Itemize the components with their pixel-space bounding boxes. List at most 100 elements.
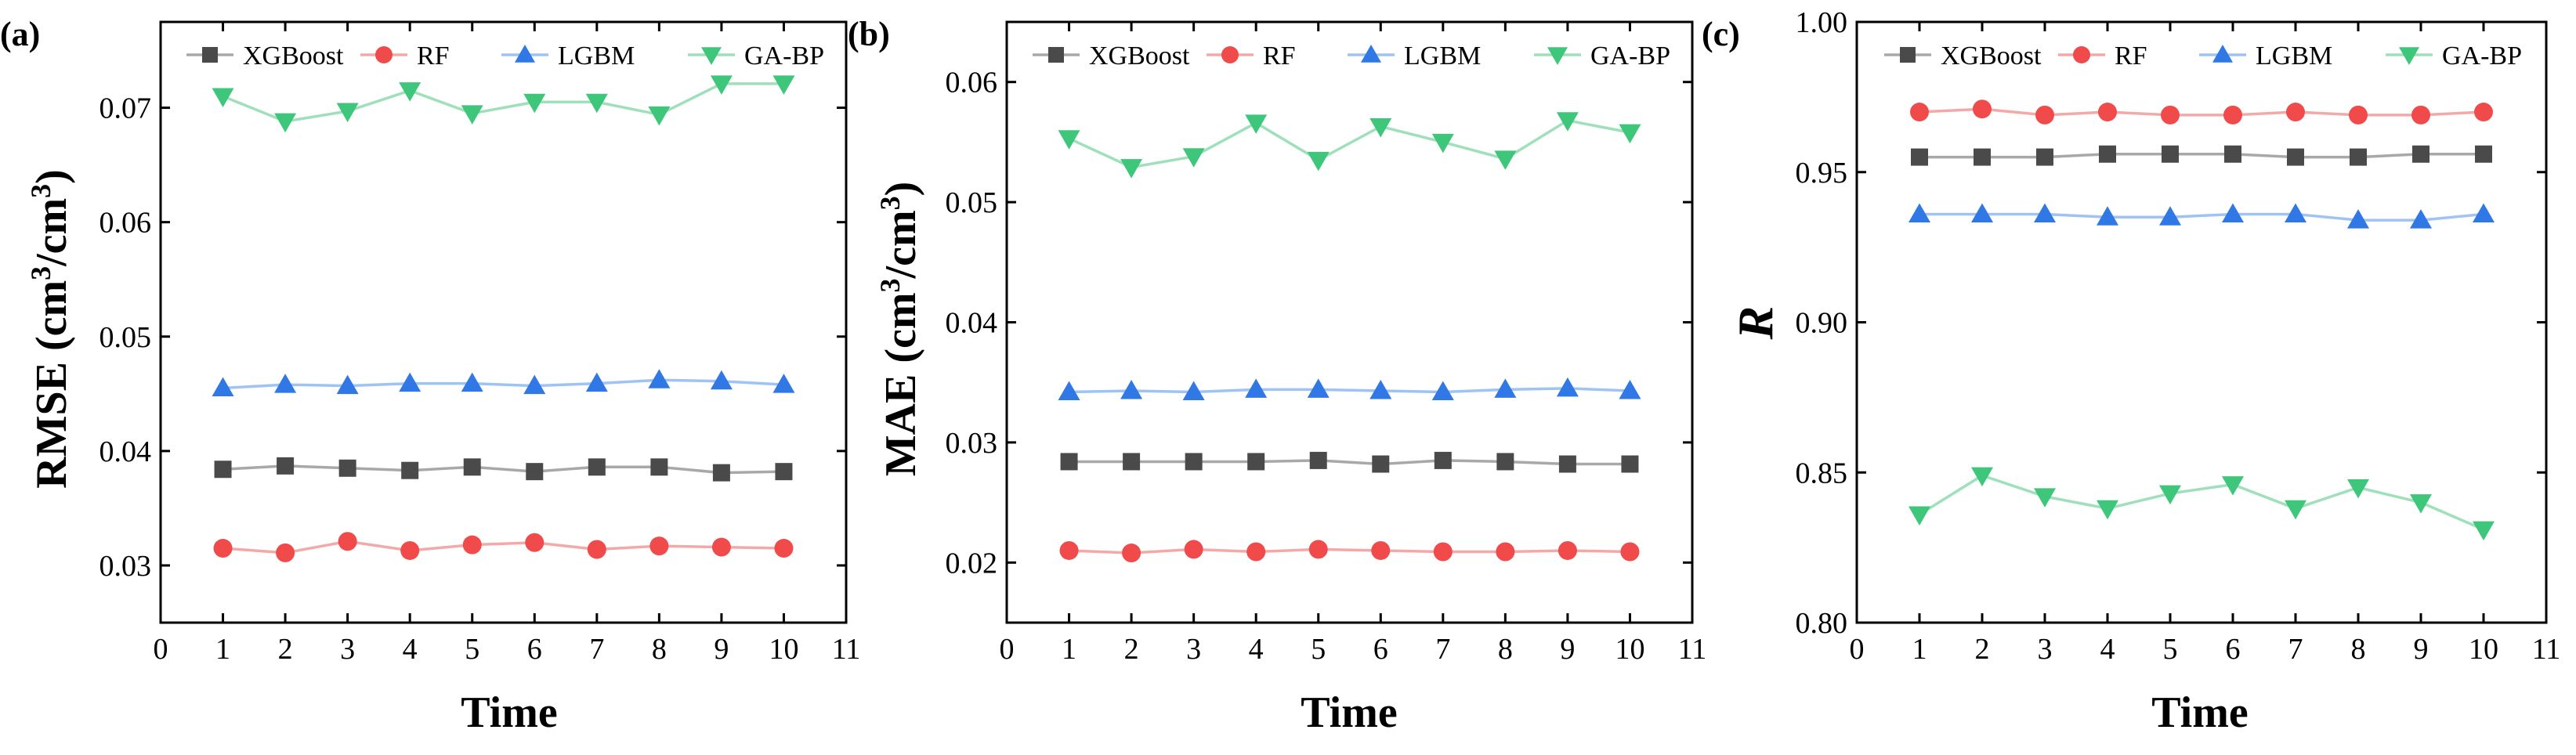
x-tick-label-a: 2 [278,633,293,666]
series-line-ga-bp-a [222,82,784,123]
data-point-rf-c [2161,105,2180,125]
y-tick-label-a: 0.04 [99,435,152,468]
y-axis-title-a-sup2: 3 [25,184,56,198]
x-tick-label-c: 3 [2038,633,2053,666]
x-tick-label-b: 8 [1498,633,1513,666]
data-point-xgboost-a [401,461,419,479]
panel-b: (b) MAE (cm3/cm3) Time 0 1 2 3 4 5 6 7 8 9 10 110.0… [848,15,1706,737]
data-point-lgbm-b [1431,381,1454,400]
legend-marker-ga-bp [1547,47,1568,65]
data-point-xgboost-b [1309,451,1327,469]
data-point-xgboost-a [463,458,481,476]
data-point-xgboost-b [1185,453,1203,471]
series-lgbm-c [1908,203,2495,229]
x-tick-label-b: 0 [1000,633,1015,666]
data-point-ga-bp-b [1431,133,1454,154]
series-line-rf-b [1069,547,1630,555]
plot-frame-a [159,20,848,624]
data-point-lgbm-c [2222,203,2244,222]
series-line-ga-bp-c [1919,474,2484,531]
legend-label-ga-bp: GA-BP [1590,42,1670,70]
data-point-xgboost-a [526,463,544,481]
panel-a: (a) RMSE (cm3/cm3) Time 0 1 2 3 4 5 6 7 8 9 10 110.… [0,15,860,737]
y-axis-title-b-mid: /cm [877,210,925,279]
x-tick-label-a: 7 [589,633,604,666]
data-point-lgbm-b [1494,378,1517,398]
data-point-rf-c [2098,103,2117,122]
y-tick-label-c: 1.00 [1796,6,1848,39]
data-point-ga-bp-b [1494,150,1517,170]
data-point-lgbm-a [710,370,733,390]
data-point-ga-bp-c [2097,500,2118,520]
x-tick-label-a: 0 [154,633,168,666]
legend-label-lgbm: LGBM [558,42,635,70]
data-point-lgbm-c [2473,203,2495,222]
data-point-ga-bp-c [2159,485,2181,505]
data-point-ga-bp-a [523,93,546,114]
legend-label-ga-bp: GA-BP [744,42,824,70]
data-point-ga-bp-c [2410,494,2432,514]
data-point-rf-c [2035,105,2054,125]
legend-marker-xgboost [1048,47,1064,63]
data-point-rf-b [1059,540,1079,560]
plot-frame-b [1005,20,1694,624]
data-point-ga-bp-b [1556,112,1579,132]
data-point-rf-c [2474,103,2493,122]
legend-label-ga-bp: GA-BP [2442,42,2522,70]
x-tick-label-a: 3 [340,633,355,666]
data-point-rf-b [1308,540,1328,559]
x-tick-label-a: 6 [527,633,542,666]
data-point-xgboost-a [277,457,295,475]
x-tick-label-b: 10 [1615,633,1644,666]
data-point-xgboost-b [1496,453,1514,471]
x-tick-label-b: 4 [1249,633,1264,666]
x-axis-title-b: Time [1301,688,1397,737]
x-tick-label-b: 9 [1560,633,1575,666]
legend-marker-rf [2073,46,2090,63]
y-tick-label-b: 0.03 [946,427,998,460]
data-point-ga-bp-a [399,82,421,102]
x-tick-label-c: 9 [2414,633,2429,666]
y-axis-title-c-main: R [1728,306,1783,341]
y-axis-title-a-main: RMSE (cm [27,280,76,489]
x-tick-label-a: 11 [832,633,861,666]
data-point-rf-a [213,539,233,558]
y-tick-label-c: 0.80 [1796,607,1848,640]
data-point-xgboost-b [1123,453,1141,471]
data-point-lgbm-b [1120,379,1143,399]
data-point-lgbm-b [1619,379,1641,399]
data-point-rf-a [525,533,545,552]
x-tick-label-b: 5 [1311,633,1326,666]
plot-frame-c [1855,20,2548,624]
y-tick-label-a: 0.05 [99,321,152,354]
series-rf-c [1910,99,2493,125]
data-point-rf-b [1433,542,1453,562]
x-tick-label-c: 1 [1912,633,1927,666]
y-axis-title-b-sup1: 3 [874,278,906,292]
y-axis-title-b-sup2: 3 [874,196,906,210]
data-point-xgboost-c [2099,145,2116,163]
data-point-ga-bp-b [1120,159,1143,179]
data-point-ga-bp-c [2347,479,2369,499]
data-point-xgboost-b [1060,453,1078,471]
series-xgboost-c [1911,145,2492,166]
x-tick-label-a: 5 [465,633,479,666]
data-point-rf-a [462,535,482,555]
data-point-lgbm-c [1971,203,1993,222]
data-point-xgboost-c [2287,148,2304,166]
data-point-lgbm-b [1556,377,1579,397]
data-point-rf-b [1246,542,1266,562]
x-tick-label-a: 1 [215,633,230,666]
x-tick-label-b: 3 [1186,633,1201,666]
legend-marker-lgbm [1361,45,1381,63]
series-lgbm-a [212,369,795,397]
y-tick-label-b: 0.02 [946,547,998,580]
series-line-xgboost-b [1069,459,1630,466]
data-point-xgboost-c [2224,145,2241,163]
data-point-lgbm-a [772,374,795,393]
legend-marker-xgboost [1900,47,1916,63]
data-point-rf-c [2349,105,2368,125]
x-tick-label-c: 7 [2288,633,2303,666]
data-point-ga-bp-a [461,105,483,125]
data-point-xgboost-c [2036,148,2053,166]
